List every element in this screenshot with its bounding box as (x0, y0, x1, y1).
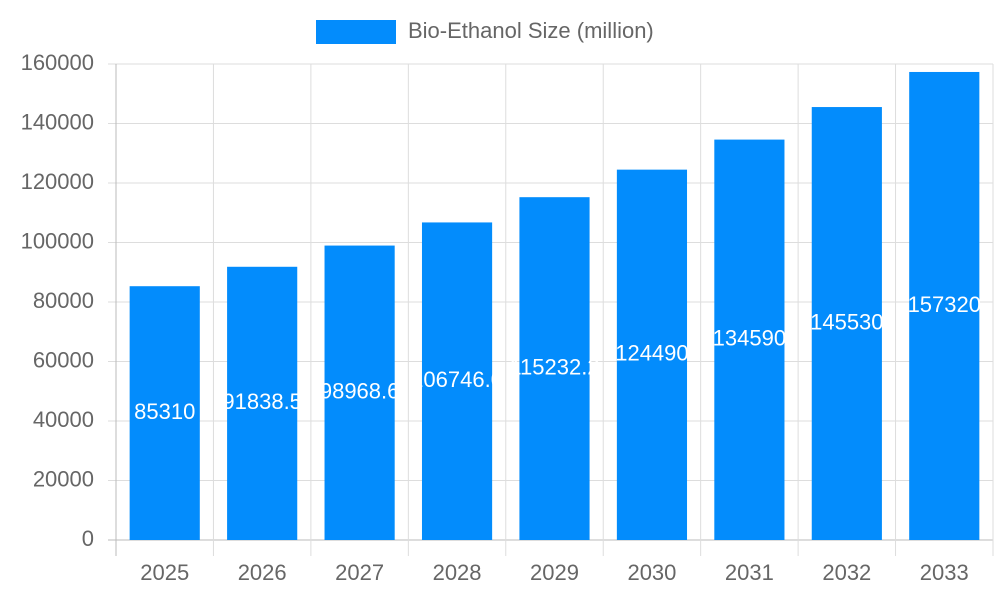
value-label: 134590 (713, 326, 786, 351)
bar (909, 71, 980, 541)
value-label: 85310 (134, 399, 195, 424)
x-tick-label: 2033 (920, 560, 969, 585)
x-tick-label: 2032 (822, 560, 871, 585)
y-tick-label: 80000 (33, 288, 94, 313)
legend-swatch (316, 20, 396, 44)
value-label: 115232.2 (509, 354, 599, 379)
bar (421, 222, 493, 540)
x-tick-label: 2029 (530, 560, 579, 585)
x-tick-label: 2030 (627, 560, 676, 585)
x-tick-label: 2028 (433, 560, 482, 585)
x-tick-label: 2026 (238, 560, 287, 585)
y-tick-label: 120000 (21, 169, 94, 194)
y-tick-label: 0 (82, 526, 94, 551)
value-label: 91838.5 (222, 389, 302, 414)
y-tick-label: 40000 (33, 407, 94, 432)
y-tick-label: 160000 (21, 50, 94, 75)
bar (519, 197, 590, 540)
legend-label: Bio-Ethanol Size (million) (408, 18, 654, 43)
x-tick-label: 2025 (140, 560, 189, 585)
bar (129, 286, 200, 540)
bar (714, 139, 785, 540)
value-label: 106746.0 (411, 367, 503, 392)
y-tick-label: 60000 (33, 347, 94, 372)
x-tick-label: 2027 (335, 560, 384, 585)
value-label: 124490 (615, 341, 688, 366)
bar (227, 266, 298, 540)
y-tick-label: 100000 (21, 228, 94, 253)
y-tick-label: 20000 (33, 466, 94, 491)
bar (324, 245, 395, 540)
value-label: 98968.6 (320, 379, 400, 404)
value-label: 145530 (810, 309, 883, 334)
bar (616, 169, 688, 540)
y-tick-label: 140000 (21, 109, 94, 134)
bar (811, 107, 882, 540)
value-label: 157320 (908, 292, 981, 317)
x-tick-label: 2031 (725, 560, 774, 585)
